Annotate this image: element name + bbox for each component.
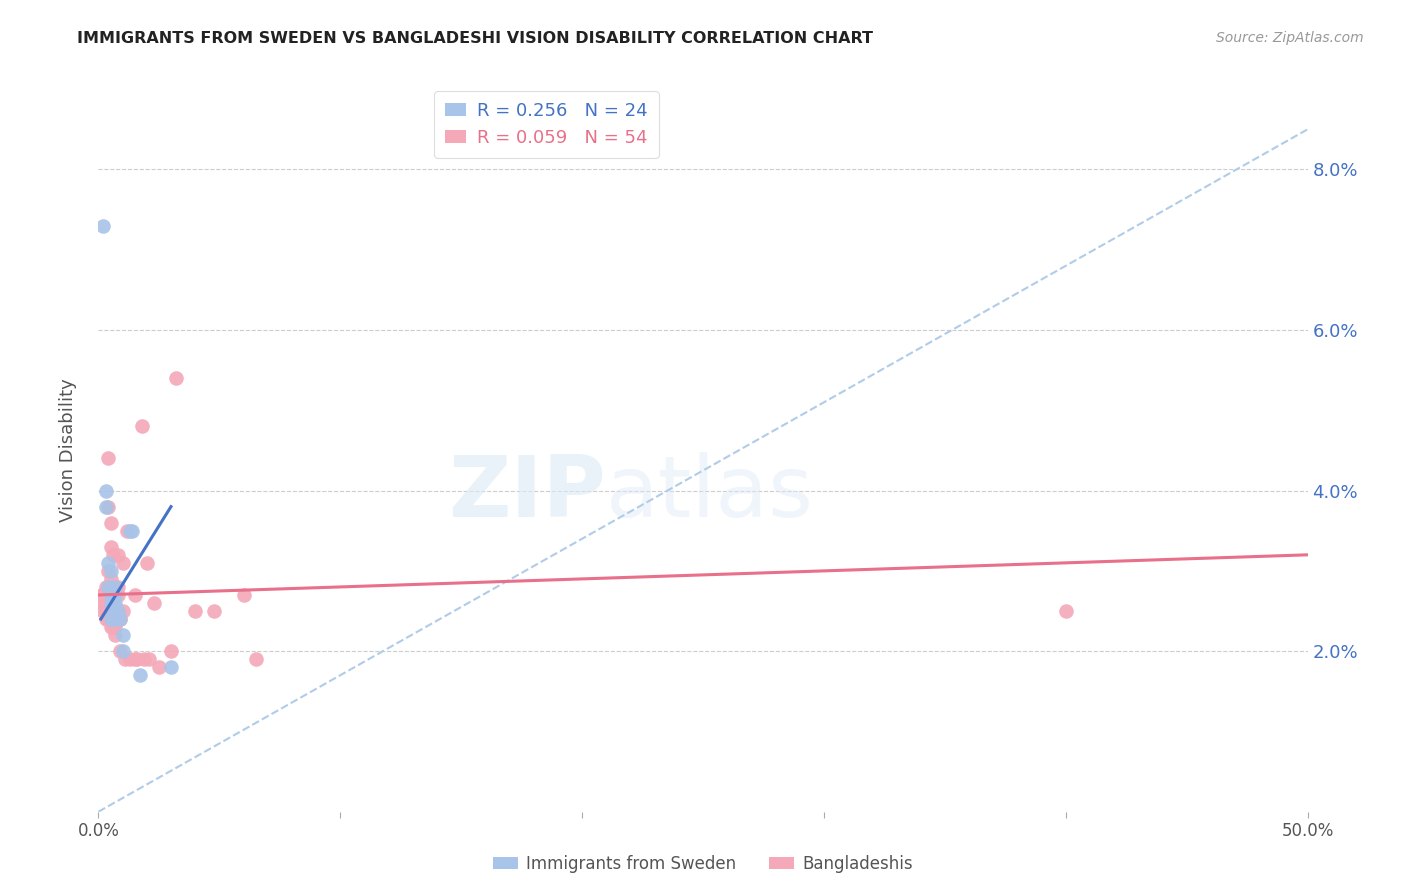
Point [118, 652, 141, 666]
Point [101, 588, 124, 602]
Point [97, 556, 120, 570]
Point [100, 604, 122, 618]
Point [97, 580, 120, 594]
Text: ZIP: ZIP [449, 452, 606, 535]
Point [184, 604, 207, 618]
Point [94, 596, 117, 610]
Point [138, 652, 160, 666]
Point [90, 588, 112, 602]
Point [91, 219, 114, 233]
Point [107, 580, 129, 594]
Point [97, 451, 120, 466]
Point [100, 572, 122, 586]
Point [1054, 604, 1077, 618]
Point [111, 628, 134, 642]
Point [97, 564, 120, 578]
Point [232, 588, 254, 602]
Point [97, 612, 120, 626]
Point [114, 652, 136, 666]
Legend: R = 0.256   N = 24, R = 0.059   N = 54: R = 0.256 N = 24, R = 0.059 N = 54 [434, 91, 659, 158]
Text: Source: ZipAtlas.com: Source: ZipAtlas.com [1216, 31, 1364, 45]
Point [245, 652, 267, 666]
Point [97, 588, 120, 602]
Point [97, 596, 120, 610]
Point [111, 604, 134, 618]
Text: atlas: atlas [606, 452, 814, 535]
Point [101, 548, 124, 562]
Point [124, 652, 146, 666]
Point [111, 556, 134, 570]
Point [204, 604, 226, 618]
Point [100, 564, 122, 578]
Point [100, 612, 122, 626]
Point [104, 596, 127, 610]
Point [91, 596, 114, 610]
Point [100, 620, 122, 634]
Point [111, 644, 134, 658]
Point [97, 500, 120, 514]
Point [100, 588, 122, 602]
Point [94, 580, 117, 594]
Point [97, 604, 120, 618]
Point [101, 604, 124, 618]
Point [148, 660, 170, 674]
Point [107, 588, 129, 602]
Point [165, 371, 187, 385]
Point [101, 604, 124, 618]
Point [101, 620, 124, 634]
Point [128, 668, 150, 682]
Point [94, 604, 117, 618]
Point [94, 612, 117, 626]
Text: IMMIGRANTS FROM SWEDEN VS BANGLADESHI VISION DISABILITY CORRELATION CHART: IMMIGRANTS FROM SWEDEN VS BANGLADESHI VI… [77, 31, 873, 46]
Point [100, 596, 122, 610]
Point [100, 516, 122, 530]
Point [104, 588, 127, 602]
Point [135, 556, 157, 570]
Point [160, 644, 183, 658]
Point [107, 604, 129, 618]
Point [124, 588, 146, 602]
Point [94, 500, 117, 514]
Point [117, 524, 139, 538]
Point [101, 612, 124, 626]
Point [104, 620, 127, 634]
Point [121, 524, 143, 538]
Point [91, 588, 114, 602]
Point [104, 580, 127, 594]
Point [104, 628, 127, 642]
Point [143, 596, 166, 610]
Point [131, 419, 153, 434]
Point [101, 596, 124, 610]
Point [160, 660, 183, 674]
Point [108, 644, 131, 658]
Point [91, 604, 114, 618]
Point [100, 540, 122, 554]
Legend: Immigrants from Sweden, Bangladeshis: Immigrants from Sweden, Bangladeshis [486, 848, 920, 880]
Point [94, 483, 117, 498]
Point [108, 612, 131, 626]
Point [118, 524, 141, 538]
Point [104, 580, 127, 594]
Point [104, 612, 127, 626]
Y-axis label: Vision Disability: Vision Disability [59, 378, 77, 523]
Point [108, 612, 131, 626]
Point [107, 548, 129, 562]
Point [100, 588, 122, 602]
Point [134, 652, 156, 666]
Point [127, 652, 149, 666]
